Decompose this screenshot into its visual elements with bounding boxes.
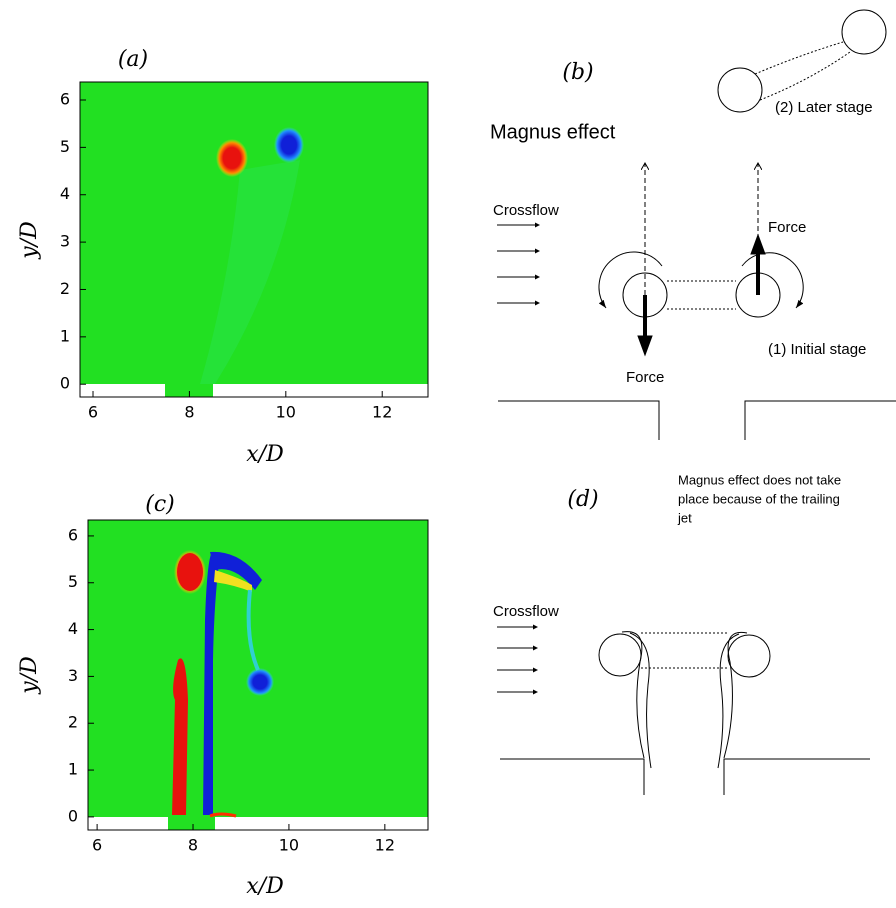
y-tick-label: 5 (68, 572, 78, 591)
y-axis-label: y/D (17, 221, 42, 260)
stage-label: (2) Later stage (775, 99, 873, 116)
x-tick-label: 12 (375, 836, 395, 855)
crossflow-label: Crossflow (493, 202, 559, 219)
panel-label: (b) (562, 60, 593, 85)
force-label: Force (768, 219, 806, 236)
y-tick-label: 2 (68, 713, 78, 732)
x-axis-label: x/D (246, 442, 284, 467)
y-axis-label: y/D (17, 656, 42, 695)
x-tick-label: 10 (276, 403, 296, 422)
contour-plot-c (88, 520, 428, 830)
contour-plot-a (80, 82, 428, 397)
y-tick-label: 0 (68, 806, 78, 825)
diagram-b (497, 10, 896, 440)
note-line: place because of the trailing (678, 491, 840, 506)
y-tick-label: 4 (68, 619, 78, 638)
stage-label: (1) Initial stage (768, 341, 866, 358)
panel-label: (a) (118, 47, 148, 72)
note-line: Magnus effect does not take (678, 472, 841, 487)
y-tick-label: 6 (60, 90, 70, 109)
x-axis-label: x/D (246, 874, 284, 899)
diagram-d (497, 627, 870, 795)
x-tick-label: 10 (279, 836, 299, 855)
x-tick-label: 6 (92, 836, 102, 855)
note-line: jet (677, 510, 692, 525)
y-tick-label: 3 (68, 666, 78, 685)
figure: (a) x/D y/D (c) x/D y/D (0, 0, 896, 903)
x-tick-label: 6 (88, 403, 98, 422)
y-tick-label: 2 (60, 279, 70, 298)
y-tick-label: 3 (60, 232, 70, 251)
x-tick-label: 8 (188, 836, 198, 855)
y-tick-label: 5 (60, 137, 70, 156)
x-tick-label: 12 (372, 403, 392, 422)
diagram-title: Magnus effect (490, 121, 616, 143)
panel-label: (c) (145, 492, 175, 517)
y-tick-label: 6 (68, 525, 78, 544)
y-tick-label: 1 (68, 760, 78, 779)
y-tick-label: 1 (60, 326, 70, 345)
panel-label: (d) (567, 487, 598, 512)
y-tick-label: 4 (60, 184, 70, 203)
y-tick-label: 0 (60, 374, 70, 393)
crossflow-label: Crossflow (493, 603, 559, 620)
x-tick-label: 8 (184, 403, 194, 422)
force-label: Force (626, 369, 664, 386)
